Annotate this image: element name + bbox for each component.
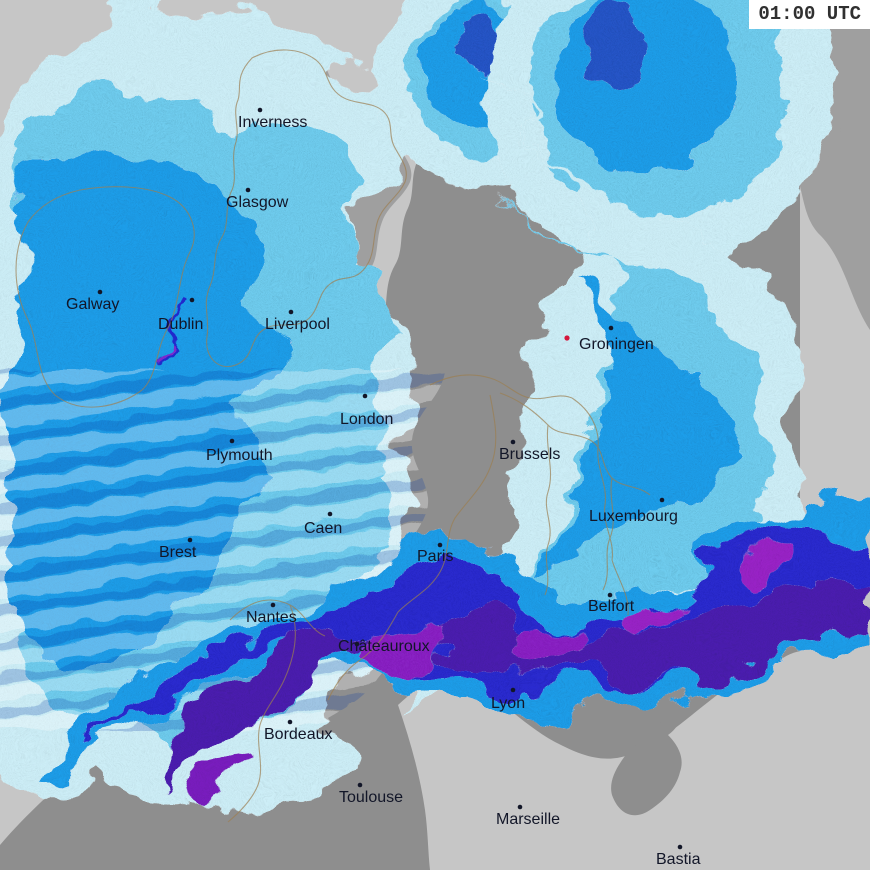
svg-text:Glasgow: Glasgow	[226, 194, 289, 211]
svg-text:Châteauroux: Châteauroux	[338, 638, 430, 655]
svg-text:Caen: Caen	[304, 520, 342, 537]
svg-text:Luxembourg: Luxembourg	[589, 508, 678, 525]
svg-text:Dublin: Dublin	[158, 316, 203, 333]
svg-text:Galway: Galway	[66, 296, 119, 313]
svg-text:Paris: Paris	[417, 548, 453, 565]
svg-text:Bastia: Bastia	[656, 851, 701, 868]
svg-text:Marseille: Marseille	[496, 811, 560, 828]
svg-text:Inverness: Inverness	[238, 114, 307, 131]
svg-text:Bordeaux: Bordeaux	[264, 726, 333, 743]
svg-text:Groningen: Groningen	[579, 336, 654, 353]
svg-text:London: London	[340, 411, 393, 428]
svg-text:Nantes: Nantes	[246, 609, 297, 626]
svg-text:Lyon: Lyon	[491, 695, 525, 712]
svg-text:Brussels: Brussels	[499, 446, 560, 463]
svg-text:Toulouse: Toulouse	[339, 789, 403, 806]
svg-text:Brest: Brest	[159, 544, 197, 561]
svg-text:Belfort: Belfort	[588, 598, 635, 615]
svg-text:Plymouth: Plymouth	[206, 447, 273, 464]
svg-text:Liverpool: Liverpool	[265, 316, 330, 333]
